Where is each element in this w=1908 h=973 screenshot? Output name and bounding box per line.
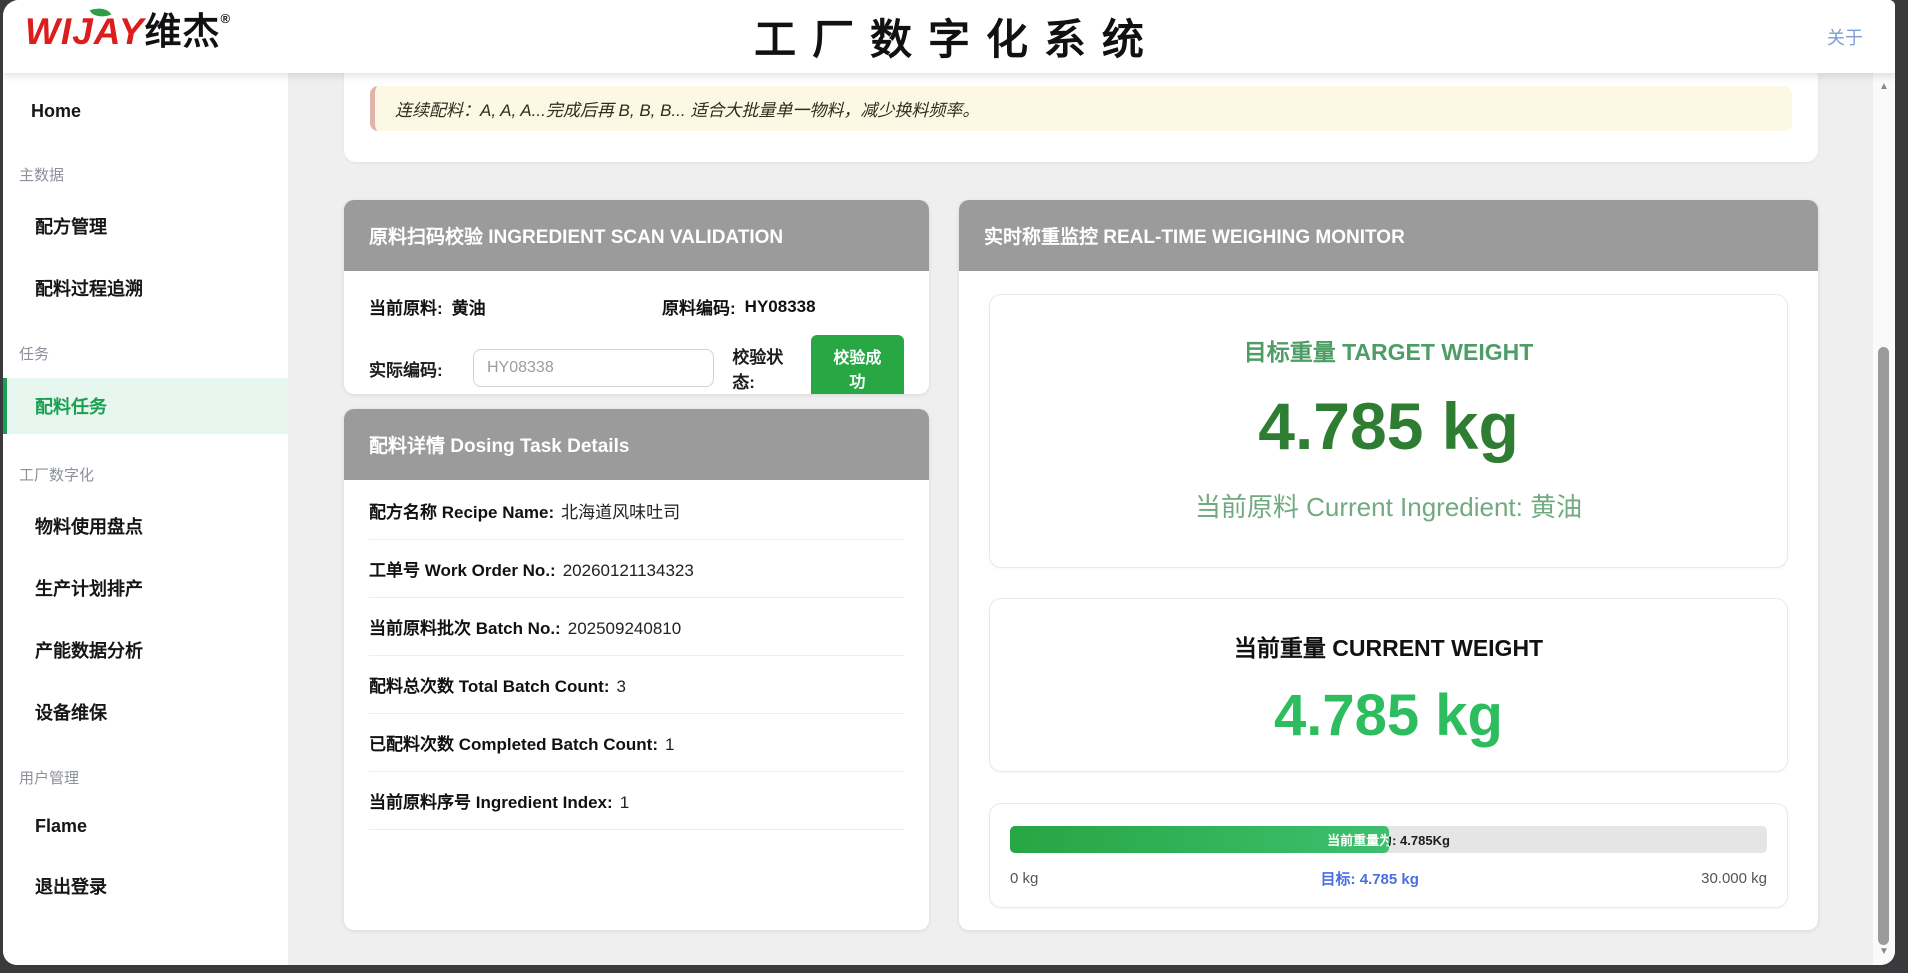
sidebar-section-master-data: 主数据 [19,167,65,184]
target-weight-title: 目标重量 TARGET WEIGHT [1243,339,1534,365]
progress-fill: 当前重量为: 4.785Kg [1010,826,1389,853]
dosing-card-title: 配料详情 Dosing Task Details [344,409,929,480]
dosing-row-total-batch-count: 配料总次数 Total Batch Count: 3 [369,656,904,714]
app-window: WIJAY 维杰 ® 工厂数字化系统 关于 Home 主数据 配方管理 配料过程… [3,0,1895,965]
sidebar-item-dosing-task[interactable]: 配料任务 [3,378,288,434]
registered-mark: ® [220,11,231,26]
sidebar-section-factory-digital: 工厂数字化 [19,467,95,484]
current-ingredient-value: 黄油 [451,299,486,318]
dosing-row-work-order: 工单号 Work Order No.: 20260121134323 [369,540,904,598]
brand-logo: WIJAY 维杰 ® [25,4,231,54]
current-weight-card: 当前重量 CURRENT WEIGHT 4.785 kg [989,598,1788,772]
about-link[interactable]: 关于 [1827,28,1863,48]
validation-status-label: 校验状态: [732,348,784,392]
sidebar-item-capacity-analysis[interactable]: 产能数据分析 [35,641,143,661]
ingredient-scan-validation-card: 原料扫码校验 INGREDIENT SCAN VALIDATION 当前原料: … [344,200,929,394]
weight-progress-card: 当前重量为: 4.785Kg 当前重量为: 4.785Kg 0 kg 目标: 4… [989,803,1788,908]
weight-progress-bar: 当前重量为: 4.785Kg 当前重量为: 4.785Kg [1010,826,1767,853]
ingredient-code-value: HY08338 [744,296,816,316]
sidebar-item-home[interactable]: Home [31,101,82,121]
top-header: WIJAY 维杰 ® 工厂数字化系统 关于 [3,0,1895,73]
dosing-row-batch-no: 当前原料批次 Batch No.: 202509240810 [369,598,904,656]
actual-code-label: 实际编码: [369,360,443,380]
current-weight-value: 4.785 kg [1274,683,1503,748]
dosing-task-details-card: 配料详情 Dosing Task Details 配方名称 Recipe Nam… [344,409,929,930]
progress-label-light: 当前重量为: 4.785Kg [1327,833,1389,848]
progress-target-label: 目标: 4.785 kg [1320,871,1419,888]
sidebar-item-material-inventory[interactable]: 物料使用盘点 [35,517,143,537]
weighing-monitor-card: 实时称重监控 REAL-TIME WEIGHING MONITOR 目标重量 T… [959,200,1818,930]
scrollbar-thumb[interactable] [1878,347,1889,945]
current-ingredient-subtitle: 当前原料 Current Ingredient: 黄油 [1194,492,1583,522]
sidebar-section-tasks: 任务 [19,346,50,363]
actual-code-input[interactable] [473,349,715,387]
continuous-dosing-notice: 连续配料：A, A, A...完成后再 B, B, B... 适合大批量单一物料… [370,86,1792,131]
page-title: 工厂数字化系统 [754,16,1160,63]
scroll-down-icon[interactable]: ▼ [1879,946,1889,957]
ingredient-code-label: 原料编码: [662,299,736,318]
sidebar-item-production-planning[interactable]: 生产计划排产 [35,579,143,599]
dosing-row-ingredient-index: 当前原料序号 Ingredient Index: 1 [369,772,904,830]
sidebar-item-dosing-trace[interactable]: 配料过程追溯 [35,279,143,299]
main-content: 连续配料：A, A, A...完成后再 B, B, B... 适合大批量单一物料… [288,73,1873,965]
scan-card-title: 原料扫码校验 INGREDIENT SCAN VALIDATION [344,200,929,271]
scroll-up-icon[interactable]: ▲ [1879,81,1889,92]
sidebar-item-equipment-maintenance[interactable]: 设备维保 [35,703,107,723]
validation-success-button[interactable]: 校验成功 [810,335,905,394]
brand-logo-cn: 维杰 [144,11,221,52]
current-ingredient-label: 当前原料: [369,299,443,318]
current-weight-title: 当前重量 CURRENT WEIGHT [1233,635,1544,661]
progress-max-label: 30.000 kg [1701,870,1767,887]
dosing-row-completed-batch-count: 已配料次数 Completed Batch Count: 1 [369,714,904,772]
sidebar: Home 主数据 配方管理 配料过程追溯 任务 配料任务 工厂数字化 物料使用盘… [3,73,288,965]
sidebar-item-user-flame[interactable]: Flame [35,816,88,836]
sidebar-item-recipe-management[interactable]: 配方管理 [35,217,107,237]
mode-notice-card: 连续配料：A, A, A...完成后再 B, B, B... 适合大批量单一物料… [344,73,1818,162]
vertical-scrollbar[interactable]: ▲ ▼ [1873,73,1895,965]
sidebar-section-user-management: 用户管理 [19,770,80,787]
brand-logo-en: WIJAY [25,11,145,52]
target-weight-card: 目标重量 TARGET WEIGHT 4.785 kg 当前原料 Current… [989,294,1788,568]
target-weight-value: 4.785 kg [1258,389,1519,463]
dosing-row-recipe-name: 配方名称 Recipe Name: 北海道风味吐司 [369,482,904,540]
progress-min-label: 0 kg [1010,870,1039,887]
monitor-card-title: 实时称重监控 REAL-TIME WEIGHING MONITOR [959,200,1818,271]
sidebar-item-logout[interactable]: 退出登录 [35,877,107,897]
